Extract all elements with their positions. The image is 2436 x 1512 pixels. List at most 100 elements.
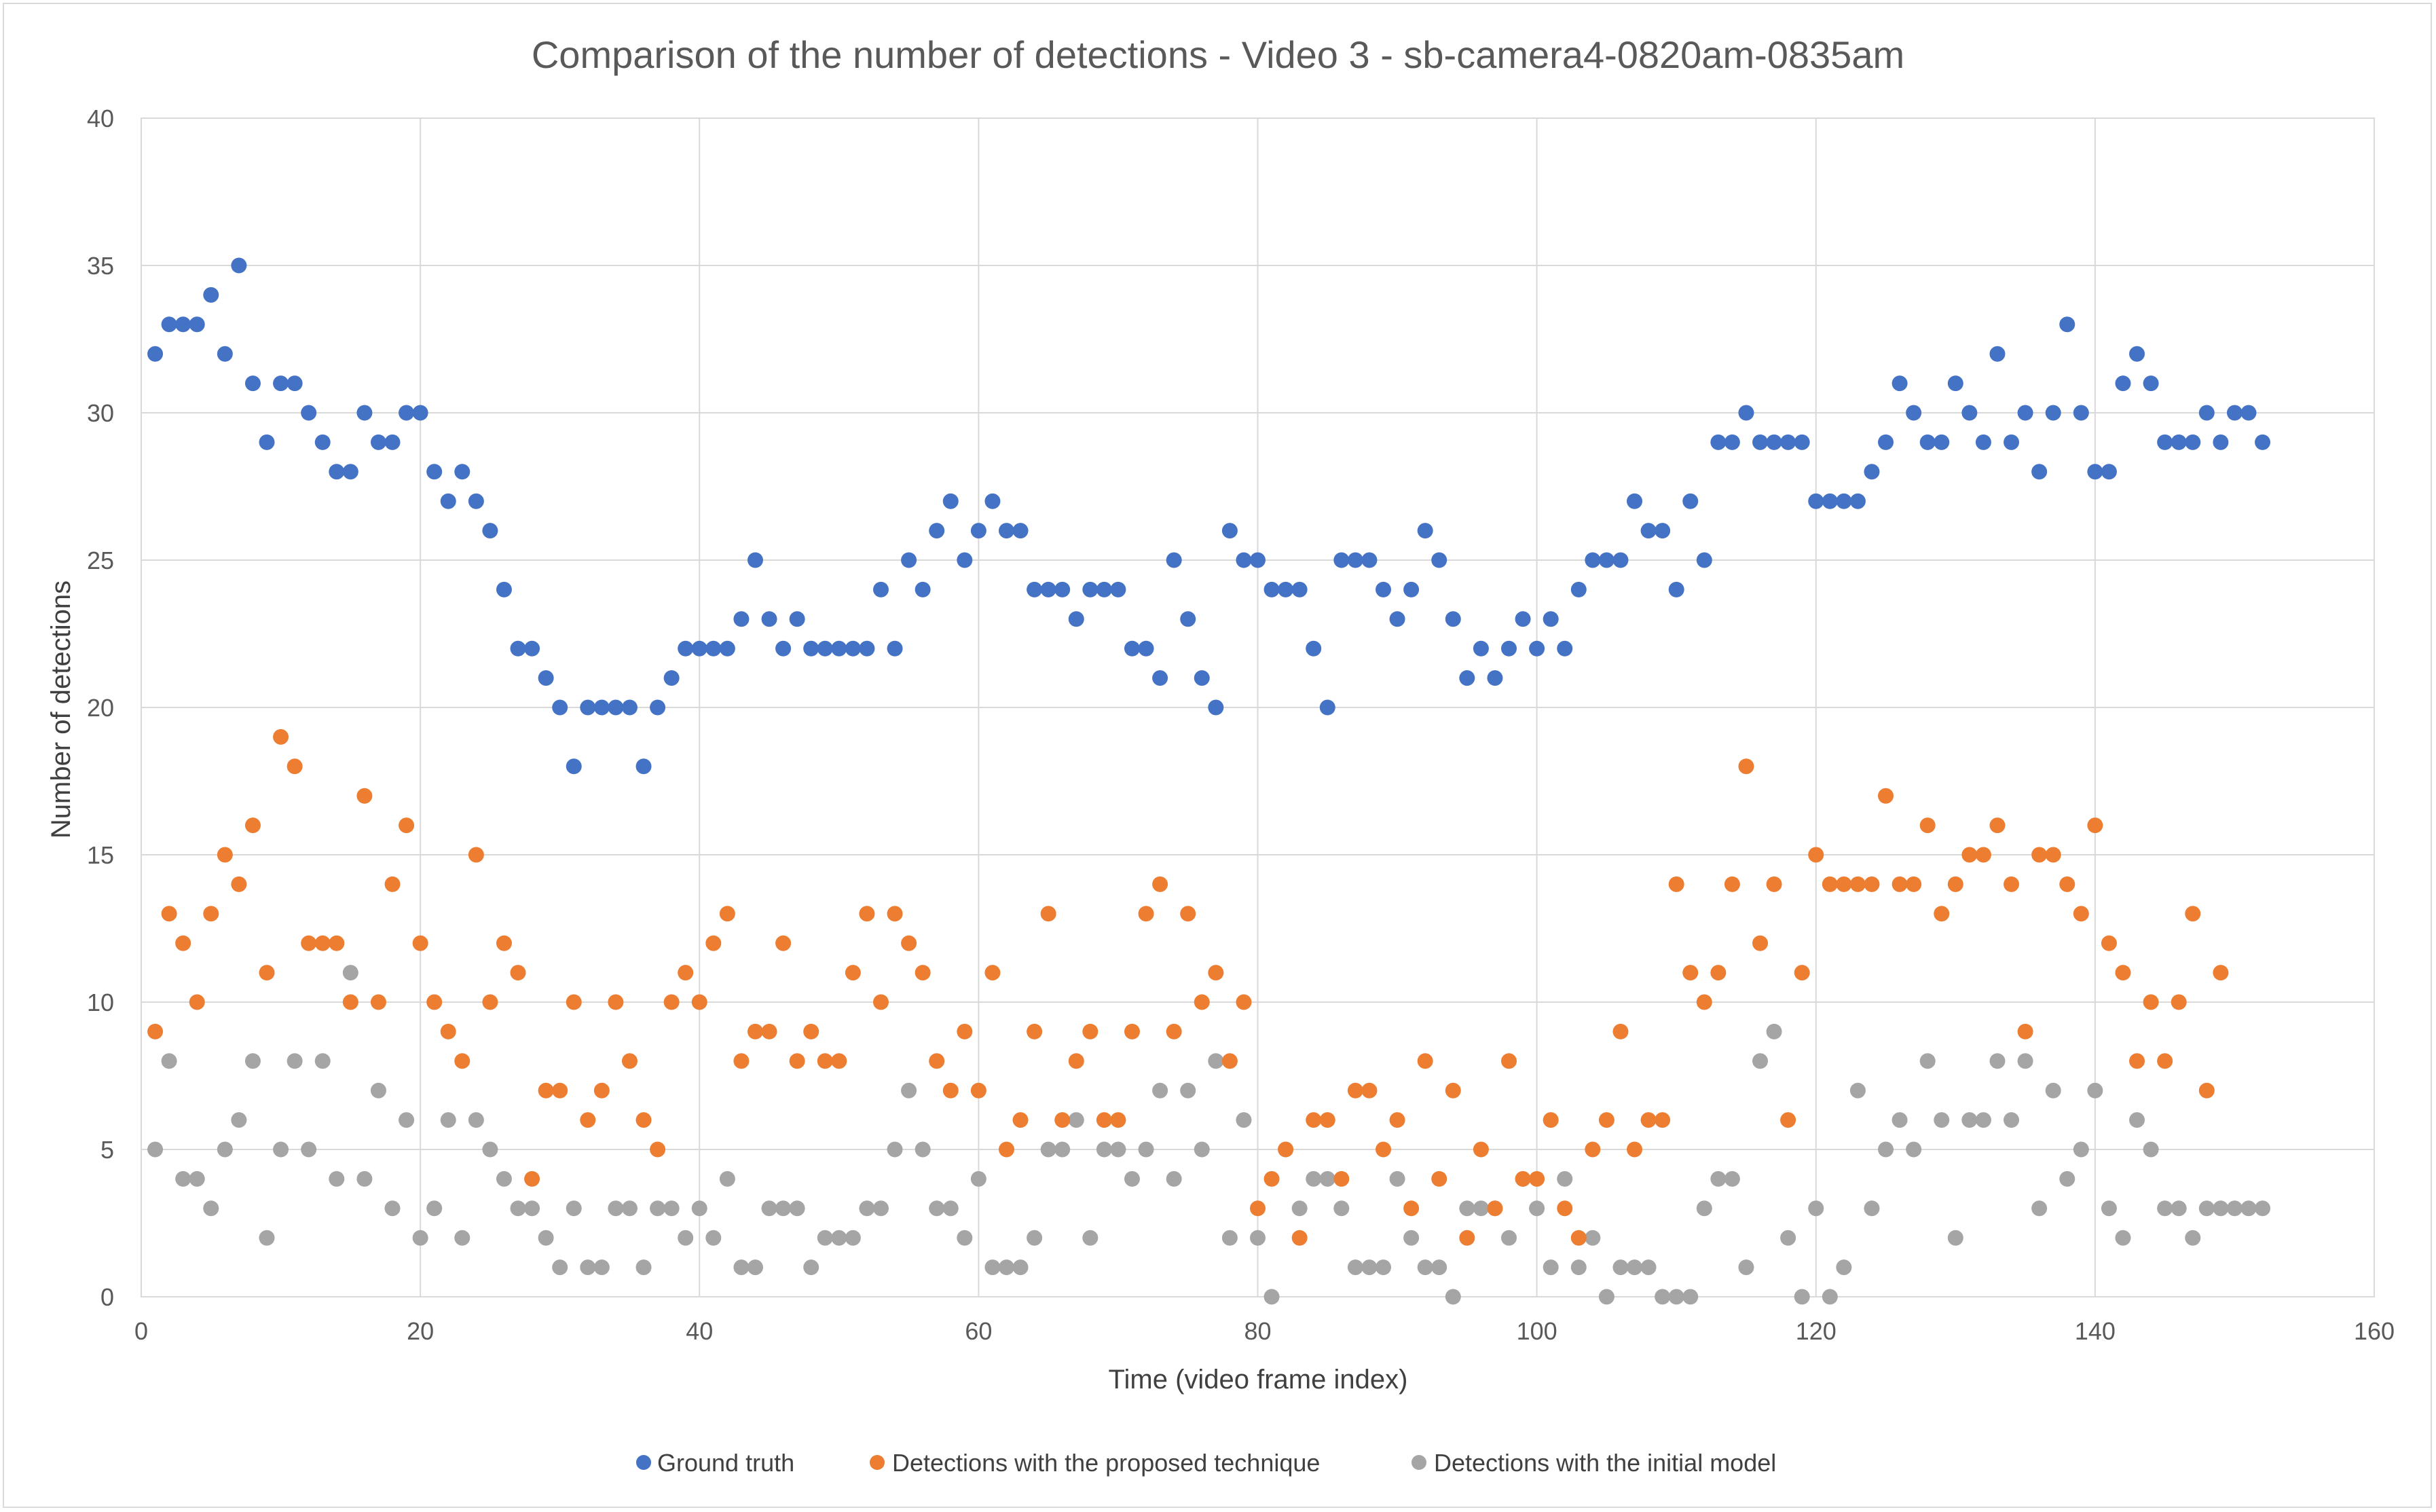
ground-truth-point bbox=[1236, 552, 1252, 568]
ground-truth-point bbox=[1906, 405, 1922, 421]
initial-model-point bbox=[1138, 1141, 1154, 1158]
proposed-technique-point bbox=[1236, 994, 1252, 1010]
initial-model-point bbox=[663, 1200, 680, 1217]
proposed-technique-point bbox=[2101, 935, 2117, 951]
initial-model-point bbox=[2115, 1230, 2131, 1246]
initial-model-point bbox=[1180, 1082, 1196, 1099]
proposed-technique-point bbox=[1250, 1200, 1266, 1217]
ground-truth-point bbox=[1319, 699, 1335, 716]
initial-model-point bbox=[370, 1082, 386, 1099]
proposed-technique-point bbox=[831, 1053, 847, 1069]
ground-truth-point bbox=[1640, 523, 1657, 539]
ground-truth-point bbox=[510, 640, 526, 657]
initial-model-point bbox=[2157, 1200, 2173, 1217]
initial-model-point bbox=[189, 1170, 205, 1187]
ground-truth-point bbox=[761, 611, 777, 627]
legend-label-proposed-technique: Detections with the proposed technique bbox=[892, 1449, 1320, 1477]
initial-model-point bbox=[678, 1230, 694, 1246]
initial-model-point bbox=[301, 1141, 317, 1158]
proposed-technique-point bbox=[231, 876, 247, 892]
x-tick-label: 20 bbox=[407, 1317, 434, 1345]
proposed-technique-point bbox=[1361, 1082, 1378, 1099]
proposed-technique-point bbox=[2087, 817, 2103, 834]
x-tick-label: 120 bbox=[1796, 1317, 1837, 1345]
initial-model-point bbox=[1682, 1289, 1699, 1305]
proposed-technique-point bbox=[217, 847, 233, 863]
initial-model-point bbox=[915, 1141, 931, 1158]
ground-truth-point bbox=[440, 493, 456, 509]
proposed-technique-point bbox=[663, 994, 680, 1010]
initial-model-point bbox=[733, 1259, 750, 1276]
ground-truth-point bbox=[161, 316, 177, 333]
ground-truth-point bbox=[273, 375, 289, 392]
initial-model-point bbox=[984, 1259, 1001, 1276]
ground-truth-point bbox=[147, 346, 164, 362]
initial-model-point bbox=[817, 1230, 833, 1246]
ground-truth-point bbox=[384, 434, 401, 450]
proposed-technique-point bbox=[2185, 906, 2201, 922]
proposed-technique-point bbox=[1333, 1170, 1350, 1187]
initial-model-point bbox=[635, 1259, 652, 1276]
ground-truth-point bbox=[552, 699, 568, 716]
initial-model-point bbox=[1627, 1259, 1643, 1276]
proposed-technique-point bbox=[454, 1053, 470, 1069]
ground-truth-point bbox=[1124, 640, 1140, 657]
initial-model-point bbox=[1836, 1259, 1852, 1276]
ground-truth-point bbox=[1934, 434, 1950, 450]
ground-truth-point bbox=[175, 316, 191, 333]
series-ground-truth bbox=[147, 257, 2271, 775]
legend-marker-initial-model bbox=[1411, 1455, 1426, 1470]
initial-model-point bbox=[747, 1259, 763, 1276]
initial-model-point bbox=[1766, 1023, 1782, 1039]
proposed-technique-point bbox=[259, 965, 275, 981]
ground-truth-point bbox=[1975, 434, 1991, 450]
ground-truth-point bbox=[1417, 523, 1433, 539]
initial-model-point bbox=[1822, 1289, 1838, 1305]
ground-truth-point bbox=[301, 405, 317, 421]
proposed-technique-point bbox=[1752, 935, 1769, 951]
proposed-technique-point bbox=[733, 1053, 750, 1069]
initial-model-point bbox=[998, 1259, 1014, 1276]
proposed-technique-point bbox=[1347, 1082, 1363, 1099]
initial-model-point bbox=[440, 1112, 456, 1128]
initial-model-point bbox=[831, 1230, 847, 1246]
initial-model-point bbox=[1027, 1230, 1043, 1246]
ground-truth-point bbox=[2240, 405, 2257, 421]
proposed-technique-point bbox=[957, 1023, 973, 1039]
ground-truth-point bbox=[859, 640, 875, 657]
proposed-technique-point bbox=[1738, 758, 1754, 775]
initial-model-point bbox=[1445, 1289, 1461, 1305]
ground-truth-point bbox=[678, 640, 694, 657]
proposed-technique-point bbox=[789, 1053, 805, 1069]
initial-model-point bbox=[1878, 1141, 1894, 1158]
ground-truth-point bbox=[803, 640, 819, 657]
initial-model-point bbox=[691, 1200, 707, 1217]
ground-truth-point bbox=[426, 464, 443, 480]
ground-truth-point bbox=[1138, 640, 1154, 657]
proposed-technique-point bbox=[1557, 1200, 1573, 1217]
initial-model-point bbox=[2073, 1141, 2089, 1158]
initial-model-point bbox=[147, 1141, 164, 1158]
initial-model-point bbox=[1403, 1230, 1420, 1246]
ground-truth-point bbox=[1473, 640, 1489, 657]
proposed-technique-point bbox=[1389, 1112, 1405, 1128]
proposed-technique-point bbox=[384, 876, 401, 892]
initial-model-point bbox=[2059, 1170, 2075, 1187]
ground-truth-point bbox=[217, 346, 233, 362]
initial-model-point bbox=[1808, 1200, 1824, 1217]
initial-model-point bbox=[384, 1200, 401, 1217]
ground-truth-point bbox=[1836, 493, 1852, 509]
initial-model-point bbox=[552, 1259, 568, 1276]
proposed-technique-point bbox=[1934, 906, 1950, 922]
proposed-technique-point bbox=[189, 994, 205, 1010]
proposed-technique-point bbox=[1668, 876, 1684, 892]
ground-truth-point bbox=[2213, 434, 2229, 450]
ground-truth-point bbox=[1501, 640, 1517, 657]
ground-truth-point bbox=[887, 640, 903, 657]
proposed-technique-point bbox=[440, 1023, 456, 1039]
ground-truth-point bbox=[2115, 375, 2131, 392]
y-tick-label: 0 bbox=[100, 1283, 114, 1311]
ground-truth-point bbox=[691, 640, 707, 657]
proposed-technique-point bbox=[538, 1082, 554, 1099]
